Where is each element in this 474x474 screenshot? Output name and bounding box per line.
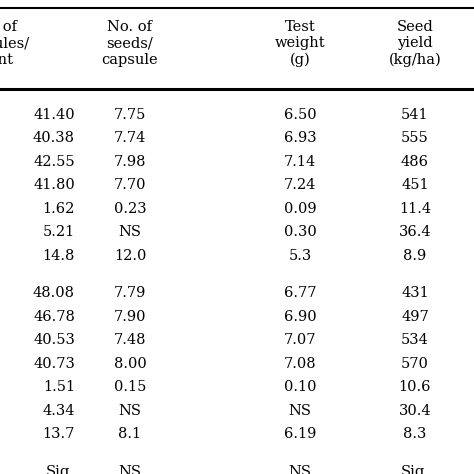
Text: 6.93: 6.93	[283, 131, 316, 145]
Text: 497: 497	[401, 310, 429, 324]
Text: No. of
seeds/
capsule: No. of seeds/ capsule	[102, 20, 158, 67]
Text: 8.00: 8.00	[114, 357, 146, 371]
Text: NS: NS	[118, 404, 142, 418]
Text: 7.74: 7.74	[114, 131, 146, 145]
Text: NS: NS	[289, 404, 311, 418]
Text: 7.07: 7.07	[284, 333, 316, 347]
Text: 6.90: 6.90	[283, 310, 316, 324]
Text: 12.0: 12.0	[114, 249, 146, 263]
Text: 7.79: 7.79	[114, 286, 146, 300]
Text: 570: 570	[401, 357, 429, 371]
Text: 8.1: 8.1	[118, 427, 142, 441]
Text: 46.78: 46.78	[33, 310, 75, 324]
Text: 40.53: 40.53	[33, 333, 75, 347]
Text: Sig.: Sig.	[401, 465, 429, 474]
Text: 486: 486	[401, 155, 429, 169]
Text: 42.55: 42.55	[33, 155, 75, 169]
Text: 541: 541	[401, 108, 429, 122]
Text: 7.98: 7.98	[114, 155, 146, 169]
Text: Sig.: Sig.	[46, 465, 75, 474]
Text: 4.34: 4.34	[43, 404, 75, 418]
Text: 0.15: 0.15	[114, 380, 146, 394]
Text: 10.6: 10.6	[399, 380, 431, 394]
Text: 7.70: 7.70	[114, 178, 146, 192]
Text: 0.23: 0.23	[114, 202, 146, 216]
Text: 0.30: 0.30	[283, 225, 316, 239]
Text: 8.9: 8.9	[403, 249, 427, 263]
Text: 431: 431	[401, 286, 429, 300]
Text: 5.21: 5.21	[43, 225, 75, 239]
Text: 1.51: 1.51	[43, 380, 75, 394]
Text: 48.08: 48.08	[33, 286, 75, 300]
Text: NS: NS	[289, 465, 311, 474]
Text: 30.4: 30.4	[399, 404, 431, 418]
Text: NS: NS	[118, 225, 142, 239]
Text: 1.62: 1.62	[43, 202, 75, 216]
Text: 6.50: 6.50	[283, 108, 316, 122]
Text: 14.8: 14.8	[43, 249, 75, 263]
Text: 40.38: 40.38	[33, 131, 75, 145]
Text: 0.10: 0.10	[284, 380, 316, 394]
Text: 555: 555	[401, 131, 429, 145]
Text: 36.4: 36.4	[399, 225, 431, 239]
Text: 7.90: 7.90	[114, 310, 146, 324]
Text: 0.09: 0.09	[283, 202, 316, 216]
Text: 7.48: 7.48	[114, 333, 146, 347]
Text: 40.73: 40.73	[33, 357, 75, 371]
Text: 451: 451	[401, 178, 429, 192]
Text: 41.80: 41.80	[33, 178, 75, 192]
Text: No. of
capsules/
plant: No. of capsules/ plant	[0, 20, 29, 67]
Text: NS: NS	[118, 465, 142, 474]
Text: 13.7: 13.7	[43, 427, 75, 441]
Text: 7.14: 7.14	[284, 155, 316, 169]
Text: 11.4: 11.4	[399, 202, 431, 216]
Text: 41.40: 41.40	[33, 108, 75, 122]
Text: 7.24: 7.24	[284, 178, 316, 192]
Text: 534: 534	[401, 333, 429, 347]
Text: 5.3: 5.3	[288, 249, 311, 263]
Text: Seed
yield
(kg/ha): Seed yield (kg/ha)	[389, 20, 441, 67]
Text: 6.19: 6.19	[284, 427, 316, 441]
Text: 8.3: 8.3	[403, 427, 427, 441]
Text: 7.08: 7.08	[283, 357, 316, 371]
Text: 7.75: 7.75	[114, 108, 146, 122]
Text: Test
weight
(g): Test weight (g)	[275, 20, 325, 67]
Text: 6.77: 6.77	[284, 286, 316, 300]
